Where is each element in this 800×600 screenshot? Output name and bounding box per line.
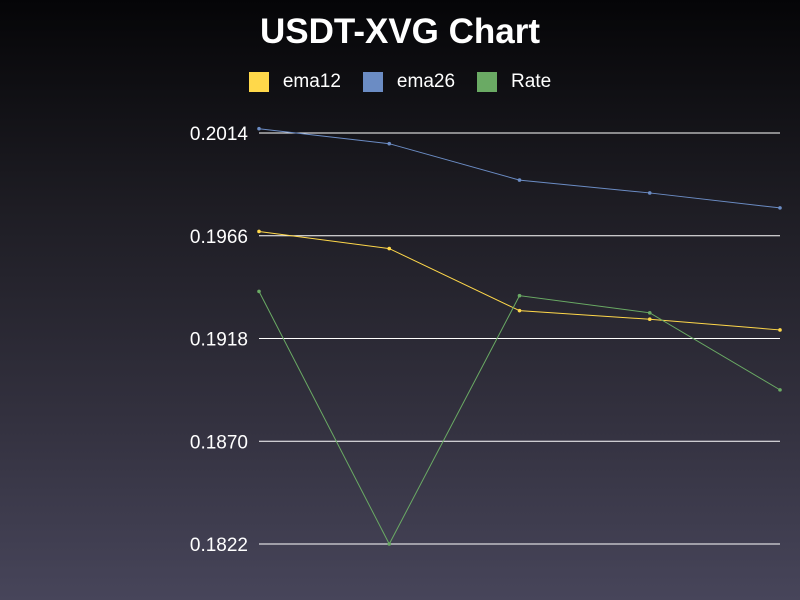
data-point-ema12[interactable] <box>647 317 652 322</box>
data-point-ema26[interactable] <box>647 191 652 195</box>
data-point-rate[interactable] <box>517 293 522 298</box>
data-point-ema12[interactable] <box>257 229 261 234</box>
data-point-rate[interactable] <box>257 289 261 294</box>
y-tick-label: 0.1870 <box>190 432 248 453</box>
data-point-ema26[interactable] <box>257 126 261 131</box>
data-point-ema26[interactable] <box>517 178 522 182</box>
chart-title: USDT-XVG Chart <box>259 12 541 51</box>
data-point-ema12[interactable] <box>387 246 392 251</box>
legend-label-ema26: ema26 <box>396 71 456 92</box>
y-tick-label: 0.1966 <box>190 227 248 248</box>
series-line-rate <box>258 291 781 546</box>
series-line-ema12 <box>258 230 781 331</box>
y-tick-label: 0.1918 <box>190 330 248 351</box>
legend-item-ema26[interactable]: ema26 <box>362 71 456 93</box>
data-point-ema12[interactable] <box>517 308 522 313</box>
data-point-rate[interactable] <box>647 311 652 315</box>
data-point-ema26[interactable] <box>778 206 782 210</box>
data-point-ema12[interactable] <box>778 328 782 332</box>
data-point-ema26[interactable] <box>387 141 392 146</box>
legend: ema12 ema26 Rate <box>0 71 800 93</box>
legend-label-rate: Rate <box>511 71 552 92</box>
legend-swatch-ema12 <box>248 72 269 92</box>
legend-swatch-ema26 <box>362 72 383 92</box>
legend-item-ema12[interactable]: ema12 <box>248 71 341 93</box>
legend-swatch-rate <box>477 72 498 92</box>
data-point-rate[interactable] <box>778 388 782 392</box>
y-tick-label: 0.1822 <box>190 535 248 556</box>
legend-label-ema12: ema12 <box>282 71 341 92</box>
data-point-rate[interactable] <box>387 542 392 546</box>
series-line-ema26 <box>258 128 781 209</box>
legend-item-rate[interactable]: Rate <box>477 71 551 93</box>
y-tick-label: 0.2014 <box>190 124 249 145</box>
